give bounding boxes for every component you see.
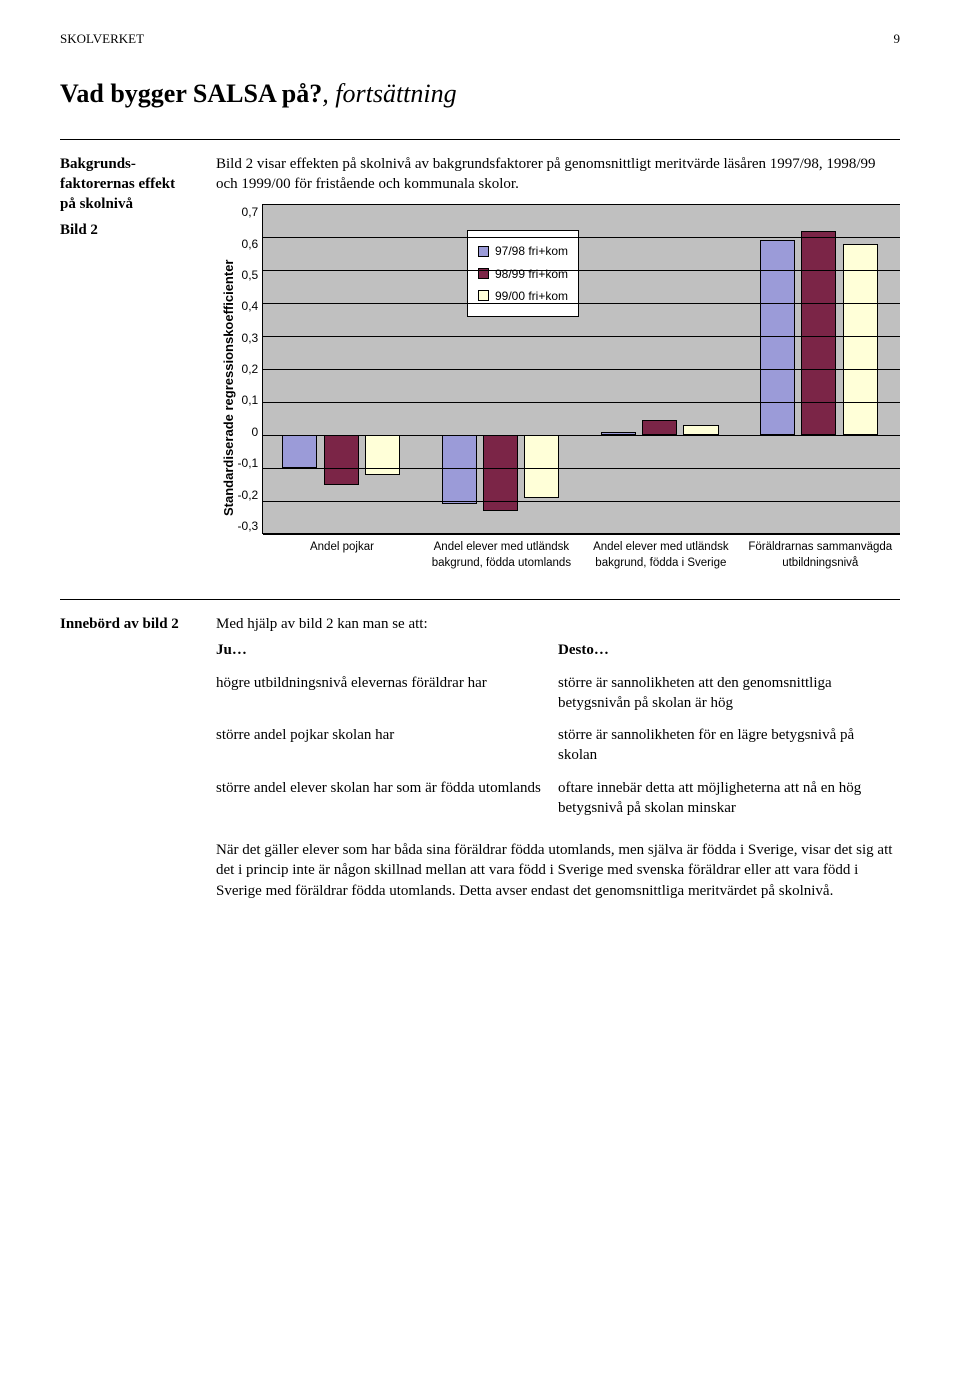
- divider-rule: [60, 139, 900, 140]
- legend-label: 97/98 fri+kom: [495, 243, 568, 259]
- title-plain: Vad bygger SALSA på?: [60, 79, 322, 108]
- bar: [843, 244, 878, 435]
- x-label: Andel elever med utländsk bakgrund, född…: [581, 540, 740, 571]
- divider-rule: [60, 599, 900, 600]
- y-tick: 0,3: [238, 330, 259, 346]
- x-label: Andel pojkar: [262, 540, 421, 571]
- gridline: [263, 402, 900, 403]
- y-tick: 0,4: [238, 298, 259, 314]
- section1-content: Bild 2 visar effekten på skolnivå av bak…: [216, 154, 900, 572]
- x-axis-labels: Andel pojkarAndel elever med utländsk ba…: [262, 540, 900, 571]
- table-cell-left: högre utbildningsnivå elevernas föräldra…: [216, 667, 558, 720]
- gridline: [263, 204, 900, 205]
- ju-desto-table: Ju… Desto… högre utbildningsnivå elevern…: [216, 634, 900, 824]
- table-head-left: Ju…: [216, 634, 558, 666]
- bar: [683, 425, 718, 435]
- side-subheading: Bild 2: [60, 220, 190, 240]
- table-cell-left: större andel elever skolan har som är fö…: [216, 772, 558, 825]
- legend-label: 98/99 fri+kom: [495, 266, 568, 282]
- section1-intro: Bild 2 visar effekten på skolnivå av bak…: [216, 154, 900, 195]
- table-cell-right: större är sannolikheten att den genomsni…: [558, 667, 900, 720]
- gridline: [263, 237, 900, 238]
- x-label: Föräldrarnas sammanvägda utbildningsnivå: [741, 540, 900, 571]
- y-axis-ticks: 0,7 0,6 0,5 0,4 0,3 0,2 0,1 0 -0,1 -0,2 -0,3: [238, 204, 263, 534]
- gridline: [263, 303, 900, 304]
- table-row: större andel elever skolan har som är fö…: [216, 772, 900, 825]
- x-label: Andel elever med utländsk bakgrund, född…: [422, 540, 581, 571]
- y-tick: -0,3: [238, 518, 259, 534]
- legend-item: 99/00 fri+kom: [478, 288, 568, 304]
- legend-swatch: [478, 246, 489, 257]
- legend-item: 98/99 fri+kom: [478, 266, 568, 282]
- gridline: [263, 435, 900, 436]
- page-header: SKOLVERKET 9: [60, 30, 900, 48]
- y-tick: -0,1: [238, 455, 259, 471]
- y-tick: 0,1: [238, 392, 259, 408]
- section2-footer: När det gäller elever som har båda sina …: [216, 840, 900, 901]
- section2-content: Med hjälp av bild 2 kan man se att: Ju… …: [216, 614, 900, 901]
- gridline: [263, 369, 900, 370]
- legend-item: 97/98 fri+kom: [478, 243, 568, 259]
- bar: [282, 435, 317, 468]
- legend-label: 99/00 fri+kom: [495, 288, 568, 304]
- gridline: [263, 501, 900, 502]
- y-tick: 0,7: [238, 204, 259, 220]
- bar: [442, 435, 477, 504]
- plot-area: 97/98 fri+kom 98/99 fri+kom 99/00 fri+kom: [262, 204, 900, 534]
- title-italic: , fortsättning: [322, 79, 456, 108]
- bar: [324, 435, 359, 485]
- table-head-right: Desto…: [558, 634, 900, 666]
- table-cell-right: oftare innebär detta att möjligheterna a…: [558, 772, 900, 825]
- y-tick: 0,6: [238, 236, 259, 252]
- header-left: SKOLVERKET: [60, 30, 144, 48]
- regression-chart: Standardiserade regressionskoefficienter…: [216, 204, 900, 571]
- section2-lead: Med hjälp av bild 2 kan man se att:: [216, 614, 900, 634]
- y-tick: 0,2: [238, 361, 259, 377]
- bar: [483, 435, 518, 511]
- bar: [642, 420, 677, 435]
- section-chart: Bakgrunds- faktorernas effekt på skolniv…: [60, 154, 900, 572]
- y-axis-label: Standardiserade regressionskoefficienter: [216, 223, 238, 553]
- legend-swatch: [478, 290, 489, 301]
- table-row: högre utbildningsnivå elevernas föräldra…: [216, 667, 900, 720]
- side-label-2: Innebörd av bild 2: [60, 614, 190, 901]
- table-cell-right: större är sannolikheten för en lägre bet…: [558, 719, 900, 772]
- bar: [524, 435, 559, 498]
- bar: [801, 231, 836, 436]
- y-tick: 0,5: [238, 267, 259, 283]
- gridline: [263, 270, 900, 271]
- section-table: Innebörd av bild 2 Med hjälp av bild 2 k…: [60, 614, 900, 901]
- table-row: större andel pojkar skolan harstörre är …: [216, 719, 900, 772]
- y-tick: 0: [238, 424, 259, 440]
- side-heading: Bakgrunds- faktorernas effekt på skolniv…: [60, 154, 190, 215]
- header-page-number: 9: [894, 30, 901, 48]
- table-cell-left: större andel pojkar skolan har: [216, 719, 558, 772]
- gridline: [263, 336, 900, 337]
- side-label-1: Bakgrunds- faktorernas effekt på skolniv…: [60, 154, 190, 572]
- page-title: Vad bygger SALSA på?, fortsättning: [60, 76, 900, 111]
- y-tick: -0,2: [238, 487, 259, 503]
- gridline: [263, 534, 900, 535]
- gridline: [263, 468, 900, 469]
